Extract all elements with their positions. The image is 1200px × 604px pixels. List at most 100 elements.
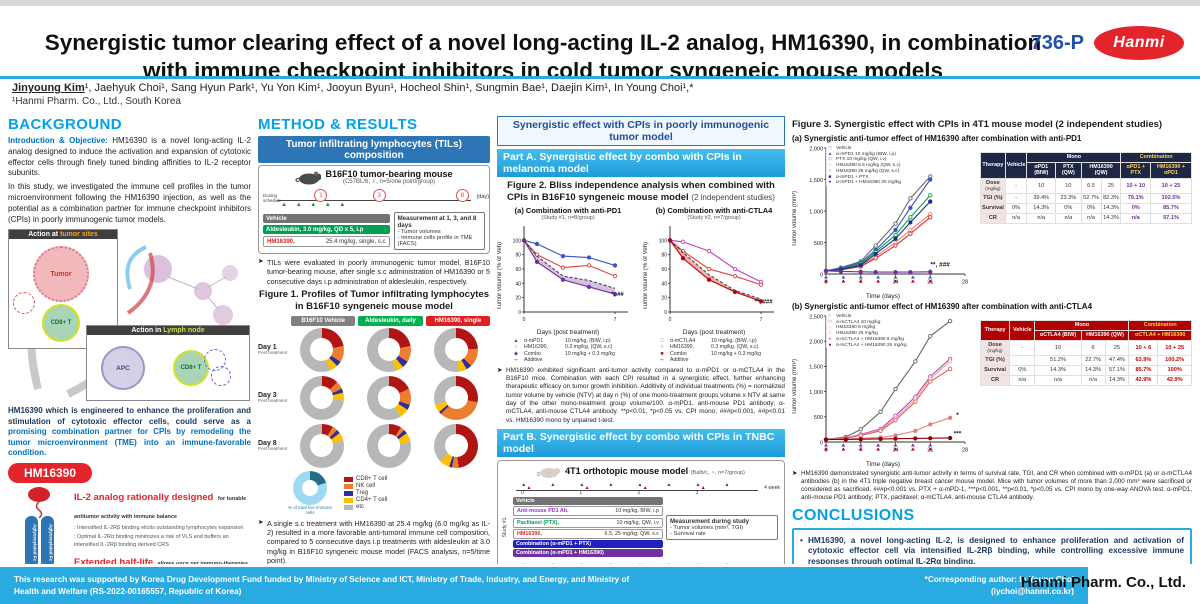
- table-cell: n/a: [1009, 374, 1036, 386]
- parta-banner: Part A. Synergistic effect by combo with…: [497, 149, 785, 177]
- legend-item: -- Additive: [511, 357, 639, 364]
- figure1-bullet: A single s.c treatment with HM16390 at 2…: [258, 519, 490, 566]
- figure2b-label: (b) Combination with anti-CTLA4 (Study #2…: [655, 205, 773, 222]
- svg-text:60: 60: [515, 267, 521, 273]
- hanmi-logo: Hanmi: [1094, 26, 1184, 60]
- hm16390-badge: HM16390: [8, 463, 93, 484]
- table-cell: 47.4%: [1104, 354, 1130, 366]
- svg-text:2,000: 2,000: [809, 339, 823, 345]
- table-cell: 14.3%: [1104, 374, 1130, 386]
- figure3a-xlabel: Time (days): [865, 292, 901, 300]
- authors-line: Jinyoung Kim¹, Jaehyuk Choi¹, Sang Hyun …: [12, 82, 1200, 94]
- donut-row-label: Day 8 Post treatment: [258, 439, 288, 452]
- figure1-donut-grid: Day 1 Post treatment Day 3 Post treatment Da…: [258, 327, 490, 468]
- table-row-label: Dose (mg/kg): [980, 177, 1006, 194]
- figure3-caption: Figure 3. Synergistic effect with CPIs i…: [792, 119, 1163, 130]
- mechanism-diagram: Action at tumor sites Tumor CD8+ T Actio…: [8, 229, 251, 403]
- figure1-legend-list: CD8+ T cell NK cell Treg CD4+ T cell etc: [344, 475, 387, 511]
- treatment-row: HM16390, 25.4 mg/kg, single, s.c: [263, 236, 390, 247]
- study1-measurement: Measurement during study - Tumor volumes…: [666, 514, 778, 540]
- table-cell: 10: [1055, 177, 1082, 194]
- legend-item: ■ α-mPD1 + PTX: [826, 175, 901, 181]
- figure3a-ylabel: Tumor volume (mm³): [792, 191, 798, 248]
- conclusions-heading: CONCLUSIONS: [792, 506, 915, 524]
- table-row: Survival 0% 14.3% 0% 0% 14.3% 0% 85.7%: [980, 202, 1192, 214]
- figure2a-legend: ▲ α-mPD1 10 mg/kg, (BIW, i.p) ○ HM16390, 0.3 …: [511, 338, 639, 364]
- footer: This research was supported by Korea Dru…: [0, 564, 1200, 604]
- timeline-axis: [277, 200, 471, 201]
- table-header-therapy: Therapy: [980, 151, 1006, 179]
- legend-marker: ○: [828, 163, 832, 169]
- table-cell: -: [1004, 192, 1028, 204]
- table-cell: 82.3%: [1100, 192, 1122, 204]
- partb-model-title: 4T1 orthotopic mouse model (Balb/c, ♀, n…: [565, 465, 745, 476]
- legend-swatch: [344, 476, 353, 482]
- table-cell: 14.3%: [1100, 202, 1122, 214]
- background-column: BACKGROUND Introduction & Objective: HM1…: [8, 116, 251, 592]
- table-cell: 14.3%: [1034, 364, 1082, 376]
- intro-label: Introduction & Objective:: [8, 136, 108, 145]
- model-sub: (C57BL/6, ♀, n=5/one point/group): [342, 179, 436, 185]
- table-cell: n/a: [1120, 212, 1151, 224]
- legend-item: CD8+ T cell: [344, 476, 387, 482]
- line-chart-svg: 0 20 40 60 80 100 0 7 **, ###: [659, 225, 774, 323]
- legend-marker: ◇: [828, 157, 832, 163]
- apc-cell: APC: [101, 346, 145, 391]
- legend-marker: ○: [828, 331, 832, 337]
- table-cell: 39.4%: [1026, 192, 1057, 204]
- background-intro2: In this study, we investigated the immun…: [8, 182, 251, 224]
- legend-mini-caption: % of total live immune cells: [287, 504, 333, 516]
- legend-item: ○ HM16390, 0.3 mg/kg, (QW, s.c): [657, 344, 785, 351]
- legend-item: ● α-mPD1 + HM16390 25 mg/kg: [826, 180, 901, 186]
- table-cell: 14.3%: [1080, 364, 1106, 376]
- table-row: CR n/a n/a n/a n/a 14.3% n/a 57.1%: [980, 212, 1192, 224]
- study1: Study #1 Vehicle Anti-mouse PD1 Ab, 10 mg/…: [502, 496, 780, 558]
- table-cell: 85.7%: [1128, 364, 1159, 376]
- legend-item: CD4+ T cell: [344, 497, 387, 503]
- dosing-timeline: Dosing schedule 1 3 8 ▲ ▲ ▲ ▲ ▲ (day): [263, 188, 489, 210]
- svg-text:2,500: 2,500: [809, 314, 823, 320]
- table-subheader: αPD1 (BIW): [1026, 161, 1057, 179]
- table-row: Dose (mg/kg) -10 6 25 10 + 6 10 + 25: [979, 339, 1192, 356]
- figure3b-xlabel: Time (days): [865, 460, 901, 468]
- treatment-row: Vehicle: [513, 497, 663, 506]
- table-row: Dose (mg/kg) -10 10 6.5 25 10 + 10 10 + 25: [980, 177, 1192, 194]
- figure2a-chart: 0 20 40 60 80 100 0 7 *, ##: [506, 222, 636, 331]
- donut-cell: [423, 423, 490, 468]
- table-cell: 85.7%: [1150, 202, 1192, 214]
- table-group-mono: Mono: [1026, 151, 1122, 163]
- treatment-row: Vehicle: [263, 214, 390, 223]
- figure3a-row: Tumor volume (mm³) 05001,0001,5002,00007…: [792, 144, 1192, 300]
- legend-item: □ α-mCTLA4 10 mg/kg: [826, 320, 907, 326]
- table-cell: 0%: [1080, 202, 1102, 214]
- donut-chart: [434, 327, 479, 372]
- figure2b-unit: (b) Combination with anti-CTLA4 (Study #2…: [643, 205, 785, 364]
- figure3a-subtitle: (a) Synergistic anti-tumor effect of HM1…: [792, 133, 1082, 143]
- table-cell: n/a: [1080, 374, 1106, 386]
- table-row-label: TGI (%): [980, 192, 1006, 204]
- dose-arrow-icon: ▲: [310, 202, 317, 208]
- table-cell: n/a: [1034, 374, 1082, 386]
- figure2a-label: (a) Combination with anti-PD1 (Study #1, …: [514, 205, 622, 222]
- svg-text:7: 7: [760, 317, 763, 323]
- svg-text:1,500: 1,500: [809, 365, 823, 371]
- donut-chart: [366, 423, 411, 468]
- figure3b-legend: ○ Vehicle □ α-mCTLA4 10 mg/kg ○ HM16390 6 mg/…: [826, 313, 907, 349]
- donut-chart: [299, 327, 344, 372]
- donut-cell: [423, 327, 490, 372]
- table-cell: 10 + 25: [1150, 177, 1192, 194]
- legend-item: ○ HM16390 6.5 mg/kg (QW, s.c): [826, 163, 901, 169]
- figure2-charts: (a) Combination with anti-PD1 (Study #1, …: [497, 205, 785, 364]
- figure2-caption: Figure 2. Bliss independence analysis wh…: [507, 180, 775, 203]
- table-cell: -: [1004, 177, 1028, 194]
- table-header-vehicle: Vehicle: [1009, 319, 1036, 341]
- mouse-icon: [537, 467, 561, 478]
- conclusion-item: HM16390, a novel long-acting IL-2, is de…: [800, 536, 1184, 568]
- day-mark-3: 3: [372, 189, 386, 202]
- legend-item: etc: [344, 504, 387, 510]
- svg-text:1,000: 1,000: [809, 209, 823, 215]
- donut-chart: [434, 375, 479, 420]
- legend-marker: --: [660, 357, 664, 364]
